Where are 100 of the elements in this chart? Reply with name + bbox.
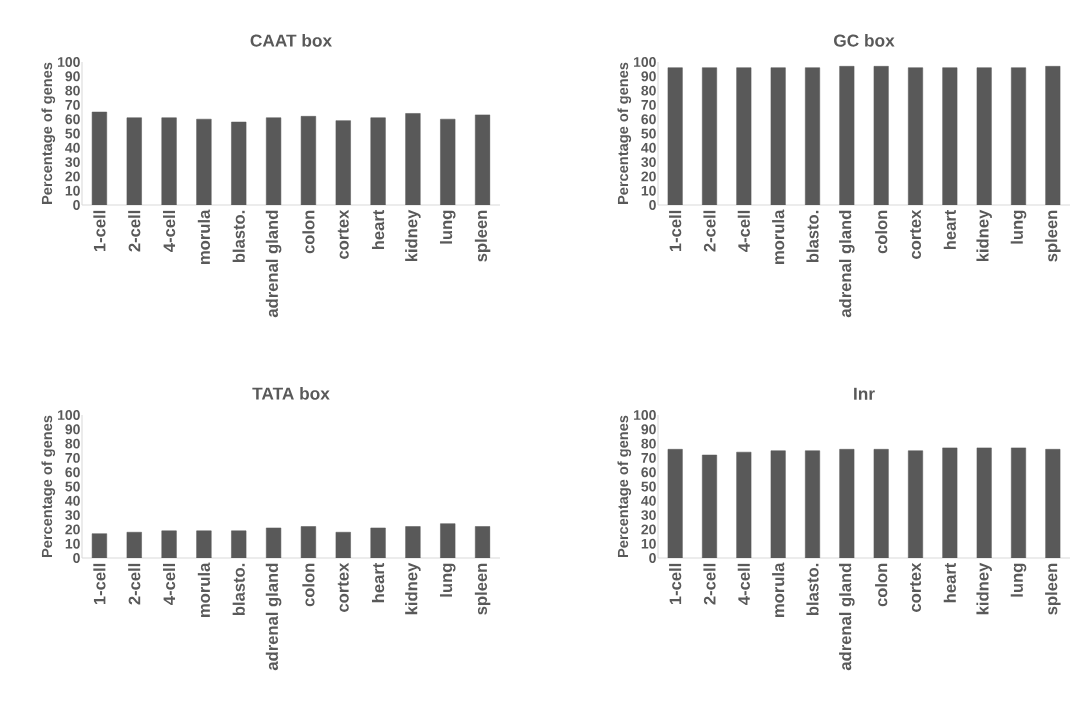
x-tick-label: spleen xyxy=(1045,563,1061,615)
y-tick-label: 100 xyxy=(634,57,656,67)
x-tick-label: heart xyxy=(943,209,956,250)
x-tick-label: 1-cell xyxy=(669,210,682,252)
x-tick-label: colon xyxy=(302,563,315,607)
x-tick-label: kidney xyxy=(976,562,992,615)
y-tick-label: 90 xyxy=(641,424,656,435)
y-tick-label: 50 xyxy=(641,128,656,139)
x-tick-label: 2-cell xyxy=(703,563,716,605)
y-tick-label: 0 xyxy=(649,200,656,210)
y-tick-label: 10 xyxy=(641,538,656,549)
x-tick-label: lung xyxy=(439,210,456,244)
y-tick-label: 100 xyxy=(634,410,656,420)
y-tick-label: 80 xyxy=(65,85,80,96)
x-tick-label: adrenal gland xyxy=(265,563,282,671)
y-axis-title: Percentage of genes xyxy=(41,415,56,557)
x-tick-label: lung xyxy=(1010,210,1027,244)
x-tick-label: kidney xyxy=(405,562,421,615)
x-tick-label: 2-cell xyxy=(128,563,141,605)
y-tick-label: 10 xyxy=(641,185,656,196)
y-tick-label: 40 xyxy=(641,142,656,153)
x-tick-label: morula xyxy=(197,562,211,617)
y-tick-label: 20 xyxy=(65,171,80,182)
x-tick-label: adrenal gland xyxy=(839,210,855,318)
x-tick-label: adrenal gland xyxy=(265,210,282,318)
y-axis-title: Percentage of genes xyxy=(617,62,632,204)
x-tick-label: 1-cell xyxy=(93,563,106,605)
y-tick-label: 100 xyxy=(58,57,80,67)
y-tick-label: 30 xyxy=(65,510,80,521)
x-tick-label: 4-cell xyxy=(737,563,750,605)
y-tick-label: 60 xyxy=(65,467,80,478)
x-tick-label: 2-cell xyxy=(128,210,141,252)
y-tick-label: 70 xyxy=(641,99,656,110)
chart-title: CAAT box xyxy=(250,33,332,47)
y-tick-label: 80 xyxy=(641,85,656,96)
y-tick-label: 100 xyxy=(58,410,80,420)
x-tick-label: blasto. xyxy=(806,563,819,616)
y-tick-label: 40 xyxy=(641,495,656,506)
y-tick-label: 70 xyxy=(65,452,80,463)
y-tick-label: 50 xyxy=(65,481,80,492)
y-tick-label: 10 xyxy=(65,538,80,549)
y-tick-label: 80 xyxy=(641,438,656,449)
y-tick-label: 90 xyxy=(641,71,656,82)
x-tick-label: blasto. xyxy=(806,210,819,263)
y-tick-label: 20 xyxy=(65,524,80,535)
y-tick-label: 20 xyxy=(641,524,656,535)
x-tick-label: morula xyxy=(772,209,785,264)
y-tick-label: 0 xyxy=(73,200,80,210)
x-tick-label: blasto. xyxy=(232,210,245,263)
y-tick-label: 40 xyxy=(65,495,80,506)
x-tick-label: adrenal gland xyxy=(839,563,855,671)
x-tick-label: spleen xyxy=(474,210,491,262)
x-tick-label: 4-cell xyxy=(162,210,176,252)
x-tick-label: cortex xyxy=(910,209,922,259)
x-tick-label: morula xyxy=(772,562,785,617)
x-tick-label: heart xyxy=(371,209,385,250)
y-tick-label: 50 xyxy=(641,481,656,492)
y-tick-label: 80 xyxy=(65,438,80,449)
x-tick-label: heart xyxy=(943,562,956,603)
chart-title: GC box xyxy=(834,33,895,47)
x-tick-label: 2-cell xyxy=(703,210,716,252)
y-tick-label: 30 xyxy=(641,157,656,168)
x-tick-label: colon xyxy=(875,210,888,254)
x-tick-label: 4-cell xyxy=(162,563,176,605)
x-tick-label: 4-cell xyxy=(737,210,750,252)
x-tick-label: cortex xyxy=(337,209,349,259)
y-tick-label: 0 xyxy=(73,553,80,563)
y-tick-label: 10 xyxy=(65,185,80,196)
x-tick-label: spleen xyxy=(1045,210,1061,262)
x-tick-label: kidney xyxy=(976,209,992,262)
x-tick-label: cortex xyxy=(337,562,349,612)
y-tick-label: 0 xyxy=(649,553,656,563)
y-tick-label: 90 xyxy=(65,71,80,82)
y-tick-label: 90 xyxy=(65,424,80,435)
chart-title: Inr xyxy=(854,387,875,400)
y-axis-title: Percentage of genes xyxy=(617,415,632,557)
x-tick-label: heart xyxy=(371,562,385,603)
x-tick-label: colon xyxy=(302,210,315,254)
x-tick-label: kidney xyxy=(405,209,421,262)
y-tick-label: 30 xyxy=(65,157,80,168)
y-tick-label: 60 xyxy=(641,467,656,478)
y-tick-label: 40 xyxy=(65,142,80,153)
y-tick-label: 60 xyxy=(65,114,80,125)
y-tick-label: 60 xyxy=(641,114,656,125)
x-tick-label: spleen xyxy=(474,563,491,615)
x-tick-label: 1-cell xyxy=(93,210,106,252)
x-tick-label: lung xyxy=(1010,563,1027,597)
x-tick-label: blasto. xyxy=(232,563,245,616)
x-tick-label: colon xyxy=(875,563,888,607)
y-tick-label: 50 xyxy=(65,128,80,139)
y-tick-label: 70 xyxy=(65,99,80,110)
x-tick-label: 1-cell xyxy=(669,563,682,605)
x-tick-label: cortex xyxy=(910,562,922,612)
x-tick-label: lung xyxy=(439,563,456,597)
x-tick-label: morula xyxy=(197,209,211,264)
y-tick-label: 70 xyxy=(641,452,656,463)
y-tick-label: 20 xyxy=(641,171,656,182)
chart-title: TATA box xyxy=(252,386,330,400)
y-tick-label: 30 xyxy=(641,510,656,521)
y-axis-title: Percentage of genes xyxy=(41,62,56,204)
